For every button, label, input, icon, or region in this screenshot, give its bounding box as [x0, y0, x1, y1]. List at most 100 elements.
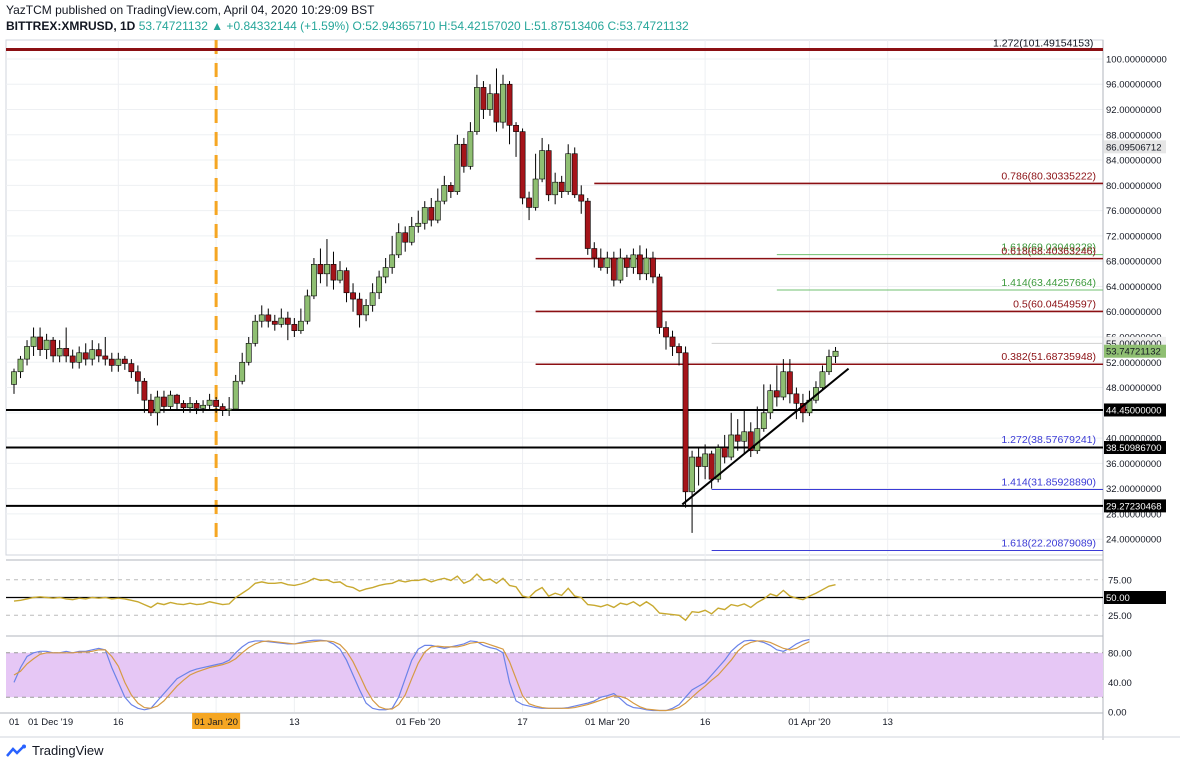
- candle-body: [676, 346, 682, 354]
- candle-body: [278, 317, 285, 325]
- candle-body: [630, 254, 637, 268]
- candle-body: [741, 431, 748, 442]
- candle-body: [793, 393, 800, 404]
- candle-body: [121, 358, 128, 364]
- candle-body: [395, 232, 402, 256]
- candle-body: [773, 390, 780, 398]
- candle-body: [500, 83, 506, 123]
- candle-body: [428, 207, 435, 221]
- candle-body: [597, 257, 604, 268]
- candle-body: [180, 403, 187, 409]
- candle-body: [200, 404, 206, 409]
- candle-body: [408, 226, 415, 243]
- price-tick-label: 24.00000000: [1106, 535, 1161, 546]
- candle-body: [187, 403, 193, 409]
- price-tick-label: 48.00000000: [1106, 383, 1161, 394]
- support-price-label-bg: [1104, 403, 1166, 417]
- ohlc-open: O:52.94365710: [352, 19, 436, 33]
- candle-body: [193, 403, 200, 409]
- candle-body: [324, 264, 330, 275]
- candle-body: [284, 317, 291, 325]
- symbol-line: BITTREX:XMRUSD, 1D 53.74721132 ▲ +0.8433…: [6, 18, 689, 34]
- price-tick-label: 76.00000000: [1106, 206, 1161, 217]
- candle-body: [578, 194, 585, 202]
- candle-body: [291, 324, 298, 331]
- footer-brand-label: TradingView: [32, 743, 104, 758]
- candle-body: [232, 380, 239, 410]
- fib-level-label: 0.618(68.40363246): [1001, 246, 1096, 258]
- candle-body: [89, 349, 96, 360]
- rsi-mid-label-bg: [1104, 591, 1166, 604]
- candle-body: [17, 358, 24, 373]
- price-tick-label: 80.00000000: [1106, 181, 1161, 192]
- candle-body: [786, 371, 793, 395]
- price-tick-label: 32.00000000: [1106, 484, 1161, 495]
- candle-body: [532, 178, 539, 208]
- candle-body: [715, 447, 722, 480]
- price-tick-label: 28.00000000: [1106, 509, 1161, 520]
- time-tick-label: 13: [289, 717, 300, 728]
- candle-body: [271, 320, 278, 325]
- fib-level-label: 1.414(63.44257664): [1001, 277, 1096, 289]
- current-price-label: 53.74721132: [1106, 347, 1161, 358]
- time-tick-label: 01 Jan '20: [194, 717, 238, 728]
- candle-body: [297, 320, 304, 331]
- candle-body: [695, 456, 702, 467]
- candle-body: [663, 327, 669, 338]
- support-price-label-bg: [1104, 441, 1166, 455]
- candle-body: [148, 399, 154, 414]
- candle-body: [604, 257, 611, 268]
- fib-label: 1.272(101.49154153): [993, 38, 1093, 50]
- candle-body: [245, 343, 252, 363]
- rsi-mid-label: 50.00: [1106, 593, 1130, 604]
- candle-body: [63, 348, 70, 357]
- price-tick-label: 96.00000000: [1106, 80, 1161, 91]
- stoch-tick-label: 40.00: [1108, 678, 1132, 689]
- candle-body: [767, 390, 774, 414]
- ohlc-low: L:51.87513406: [524, 19, 605, 33]
- fib-level-label: 1.272(38.57679241): [1001, 434, 1096, 446]
- candle-body: [415, 222, 422, 227]
- time-marker-bg: [192, 713, 241, 729]
- candle-body: [95, 349, 102, 357]
- candle-body: [669, 336, 676, 347]
- candle-body: [721, 447, 728, 458]
- time-tick-label: 01: [9, 717, 20, 728]
- price-tick-label: 36.00000000: [1106, 459, 1161, 470]
- footer-brand[interactable]: TradingView: [6, 743, 104, 758]
- price-tick-label: 84.00000000: [1106, 156, 1161, 167]
- candle-body: [304, 295, 311, 322]
- candle-body: [369, 292, 376, 306]
- symbol-label: BITTREX:XMRUSD, 1D: [6, 19, 136, 33]
- candle-body: [539, 150, 546, 180]
- candle-body: [226, 408, 233, 411]
- support-price-label: 44.45000000: [1106, 405, 1161, 416]
- candle-body: [467, 131, 474, 167]
- support-price-label: 38.50986700: [1106, 443, 1161, 454]
- support-price-label: 29.27230468: [1106, 501, 1161, 512]
- stoch-band: [6, 652, 1103, 698]
- candle-body: [441, 185, 448, 202]
- stoch-k-line: [13, 638, 810, 712]
- rsi-line: [13, 573, 836, 622]
- candle-body: [239, 361, 246, 382]
- time-tick-label: 01 Feb '20: [396, 717, 441, 728]
- candle-body: [656, 276, 663, 328]
- candle-body: [161, 396, 167, 407]
- candle-body: [128, 363, 135, 373]
- candle-body: [519, 131, 526, 199]
- candle-body: [317, 264, 324, 275]
- candle-body: [115, 358, 122, 366]
- candle-body: [311, 264, 317, 297]
- candle-body: [134, 371, 141, 382]
- candle-body: [330, 264, 337, 281]
- candle-body: [24, 346, 30, 360]
- time-tick-label: 01 Apr '20: [788, 717, 831, 728]
- candle-body: [734, 434, 741, 442]
- candle-body: [382, 267, 389, 278]
- candle-body: [447, 185, 454, 192]
- candle-body: [167, 394, 174, 407]
- candle-body: [487, 93, 493, 110]
